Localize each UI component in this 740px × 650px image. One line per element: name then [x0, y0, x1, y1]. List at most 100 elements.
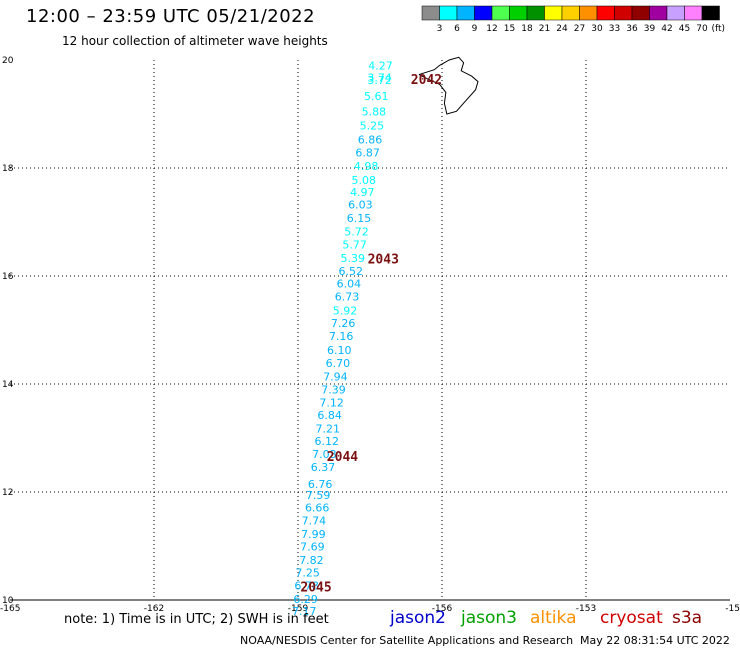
legend-altika: altika	[530, 608, 577, 628]
wave-height-point: 4.98	[354, 160, 379, 173]
colorbar-label: 18	[521, 24, 533, 34]
legend-cryosat: cryosat	[600, 608, 663, 628]
colorbar-label: 9	[472, 24, 478, 34]
wave-height-point: 6.87	[355, 146, 380, 159]
wave-height-point: 6.12	[315, 435, 340, 448]
wave-height-point: 7.74	[302, 515, 327, 528]
y-tick-label: 12	[2, 488, 13, 498]
wave-height-point: 5.72	[344, 226, 369, 239]
colorbar-swatch	[456, 5, 475, 21]
pass-number-label: 2045	[300, 581, 331, 596]
axis-ticks: -165 -162 -159 -156 -153 -15 20 18 16 14 12 10	[0, 56, 740, 614]
wave-height-point: 7.21	[316, 422, 341, 435]
colorbar-label: 24	[556, 24, 568, 34]
y-tick-label: 14	[2, 380, 14, 390]
wave-height-point: 6.84	[317, 409, 342, 422]
wave-height-point: 6.15	[347, 212, 372, 225]
pass-number-label: 2042	[411, 73, 442, 88]
footer-timestamp: May 22 08:31:54 UTC 2022	[580, 634, 730, 647]
colorbar-swatch	[526, 5, 545, 21]
wave-height-point: 6.52	[339, 265, 364, 278]
wave-height-point: 6.37	[311, 461, 336, 474]
wave-height-point: 6.73	[335, 291, 360, 304]
wave-height-point: 7.12	[319, 396, 344, 409]
colorbar-swatch	[614, 5, 633, 21]
colorbar-swatch	[544, 5, 563, 21]
colorbar-swatch	[631, 5, 650, 21]
coastline	[418, 56, 479, 115]
colorbar-swatch	[666, 5, 685, 21]
wave-height-point: 7.16	[329, 330, 354, 343]
colorbar-swatch	[684, 5, 703, 21]
chart-title: 12:00 – 23:59 UTC 05/21/2022	[26, 6, 316, 27]
wave-height-point: 7.03	[312, 448, 337, 461]
colorbar-swatch	[509, 5, 528, 21]
wave-height-point: 5.77	[342, 239, 367, 252]
wave-height-point: 6.66	[305, 502, 330, 515]
wave-height-point: 7.69	[300, 541, 325, 554]
wave-height-point: 3.72	[367, 74, 392, 87]
wave-height-point: 7.99	[301, 528, 326, 541]
colorbar-label: 21	[539, 24, 550, 34]
pass-number-label: 2043	[368, 253, 399, 268]
colorbar-swatch	[579, 5, 598, 21]
pass-labels: 2042 2043 2044 2045	[300, 73, 442, 596]
wave-height-point: 3.74	[367, 71, 392, 84]
colorbar-swatch	[596, 5, 615, 21]
wave-height-point: 5.92	[333, 305, 358, 318]
colorbar-label: 39	[644, 24, 656, 34]
legend-s3a: s3a	[672, 608, 703, 628]
footer-note: note: 1) Time is in UTC; 2) SWH is in fe…	[64, 612, 329, 627]
colorbar-swatch	[421, 5, 440, 21]
colorbar-label: 12	[486, 24, 497, 34]
wave-height-point: 6.10	[327, 344, 352, 357]
wave-height-point: 7.17	[292, 605, 317, 618]
colorbar-label: 3	[437, 24, 443, 34]
colorbar-label: 33	[609, 24, 620, 34]
y-tick-label: 16	[2, 272, 14, 282]
colorbar-label: 30	[591, 24, 603, 34]
wave-height-point: 7.59	[306, 489, 331, 502]
x-tick-label: -165	[0, 604, 20, 614]
wave-height-point: 6.04	[337, 278, 362, 291]
x-tick-label: -15	[725, 604, 740, 614]
x-tick-label: -156	[432, 604, 453, 614]
chart-subtitle: 12 hour collection of altimeter wave hei…	[62, 34, 328, 48]
x-tick-label: -162	[144, 604, 164, 614]
island-coastline	[418, 56, 479, 115]
colorbar-unit: (ft)	[712, 24, 726, 34]
wave-height-point: 7.94	[323, 370, 348, 383]
y-tick-label: 18	[2, 164, 14, 174]
wave-height-point: 5.08	[352, 174, 377, 187]
wave-height-point: 6.29	[293, 593, 318, 606]
colorbar-label: 15	[504, 24, 515, 34]
colorbar-label: 27	[574, 24, 585, 34]
wave-height-point: 7.25	[295, 566, 320, 579]
colorbar-swatch	[701, 5, 720, 21]
x-tick-label: -153	[576, 604, 596, 614]
footer-credit: NOAA/NESDIS Center for Satellite Applica…	[240, 634, 574, 647]
wave-height-point: 7.39	[321, 383, 346, 396]
colorbar-swatch	[474, 5, 493, 21]
wave-height-point: 6.03	[348, 199, 373, 212]
colorbar-swatch	[649, 5, 668, 21]
wave-height-point: 4.97	[350, 186, 375, 199]
wave-height-point: 5.39	[340, 252, 365, 265]
wave-height-point: 6.78	[294, 579, 319, 592]
pass-number-label: 2044	[327, 450, 358, 465]
wave-height-point: 6.76	[308, 478, 333, 491]
colorbar-swatch	[561, 5, 580, 21]
colorbar-swatch	[439, 5, 458, 21]
colorbar-label: 45	[679, 24, 690, 34]
wave-height-point: 5.25	[360, 119, 385, 132]
y-tick-label: 20	[2, 56, 14, 66]
legend-jason2: jason2	[390, 608, 446, 628]
colorbar-label: 36	[626, 24, 638, 34]
legend-jason3: jason3	[461, 608, 517, 628]
x-tick-label: -159	[288, 604, 309, 614]
wave-height-point: 7.82	[299, 554, 324, 567]
colorbar-label: 70	[696, 24, 708, 34]
wave-height-point: 6.86	[358, 133, 383, 146]
colorbar-label: 42	[661, 24, 672, 34]
